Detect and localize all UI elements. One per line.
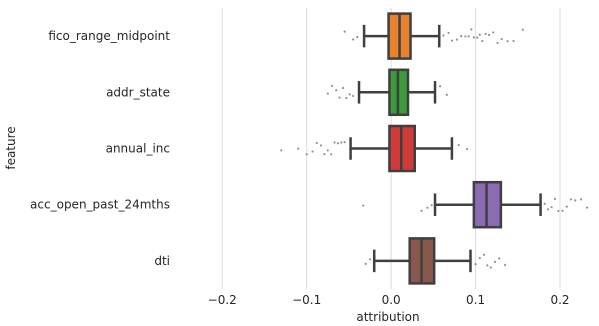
outlier-point	[481, 39, 484, 43]
outlier-point	[340, 141, 343, 144]
outlier-point	[326, 149, 329, 152]
outlier-point	[352, 94, 355, 98]
outlier-point	[472, 36, 475, 39]
outlier-point	[311, 150, 314, 153]
outlier-point	[280, 149, 283, 152]
outlier-point	[478, 256, 481, 260]
outlier-point	[470, 28, 473, 31]
outlier-point	[486, 264, 489, 267]
outlier-point	[305, 153, 308, 156]
outlier-point	[478, 33, 481, 36]
outlier-point	[323, 152, 326, 156]
outlier-point	[455, 38, 459, 41]
x-tick-label: 0.1	[466, 293, 485, 307]
outlier-point	[420, 209, 423, 212]
outlier-point	[362, 204, 365, 207]
outlier-point	[348, 93, 351, 96]
outlier-point	[368, 258, 372, 261]
y-tick-label: annual_inc	[106, 142, 170, 156]
outlier-point	[550, 206, 553, 209]
outlier-point	[438, 85, 442, 88]
box-elements	[349, 12, 542, 285]
outlier-point	[338, 96, 341, 99]
outlier-point	[561, 209, 564, 212]
outlier-point	[482, 253, 486, 256]
outlier-point	[553, 197, 557, 201]
tick-labels: −0.2 −0.1 0.0 0.1 0.2 fico_range_midpointaddr…	[30, 29, 570, 307]
outlier-point	[580, 198, 583, 201]
outlier-point	[474, 263, 477, 266]
outlier-point	[521, 28, 524, 31]
outlier-point	[569, 198, 573, 201]
outlier-point	[326, 92, 329, 95]
outlier-point	[297, 147, 300, 150]
outlier-point	[504, 263, 507, 266]
outlier-point	[557, 209, 560, 213]
y-tick-label: fico_range_midpoint	[48, 29, 170, 43]
outlier-point	[364, 262, 367, 265]
y-tick-label: dti	[154, 254, 170, 268]
outlier-point	[460, 35, 463, 38]
outlier-point	[467, 35, 470, 38]
outlier-point	[343, 141, 346, 144]
outlier-point	[330, 84, 334, 87]
outlier-point	[315, 141, 318, 145]
x-tick-label: −0.1	[292, 293, 321, 307]
outlier-point	[330, 153, 333, 156]
outlier-point	[476, 36, 479, 39]
outlier-point	[343, 30, 346, 33]
outlier-point	[498, 257, 501, 260]
outlier-point	[466, 147, 469, 151]
x-tick-label: 0.0	[382, 293, 401, 307]
outlier-point	[500, 37, 503, 41]
outlier-point	[506, 40, 509, 43]
outlier-point	[489, 266, 492, 269]
x-tick-label: 0.2	[550, 293, 569, 307]
outlier-point	[492, 31, 495, 34]
outlier-point	[450, 39, 454, 42]
outlier-point	[333, 141, 336, 144]
outlier-point	[345, 96, 348, 100]
outlier-points	[280, 28, 589, 269]
x-axis-label: attribution	[356, 310, 419, 324]
outlier-point	[430, 204, 433, 207]
outlier-point	[496, 41, 499, 45]
outlier-point	[442, 34, 445, 37]
outlier-point	[447, 31, 450, 35]
outlier-point	[426, 206, 429, 209]
outlier-point	[547, 208, 550, 211]
outlier-point	[487, 33, 491, 37]
outlier-point	[356, 35, 359, 39]
outlier-point	[336, 142, 340, 145]
outlier-point	[341, 86, 345, 90]
x-tick-label: −0.2	[208, 293, 237, 307]
outlier-point	[574, 199, 577, 202]
y-axis-label: feature	[4, 126, 18, 169]
y-tick-label: addr_state	[106, 85, 170, 99]
y-tick-label: acc_open_past_24mths	[30, 198, 170, 212]
outlier-point	[565, 205, 568, 208]
outlier-point	[319, 144, 323, 147]
outlier-point	[585, 206, 589, 209]
outlier-point	[457, 143, 460, 147]
outlier-point	[352, 38, 355, 41]
outlier-point	[464, 35, 467, 38]
outlier-point	[335, 89, 338, 92]
outlier-point	[512, 39, 515, 43]
outlier-point	[543, 202, 546, 205]
outlier-point	[493, 260, 497, 264]
outlier-point	[445, 93, 448, 96]
outlier-point	[484, 32, 487, 35]
